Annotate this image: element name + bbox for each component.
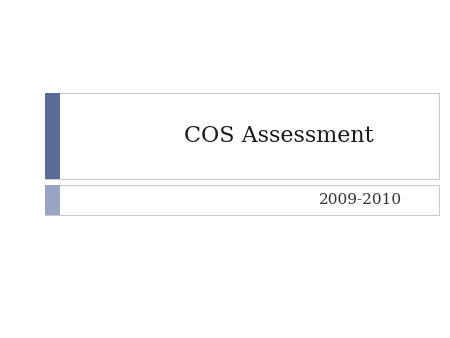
Text: 2009-2010: 2009-2010	[319, 193, 401, 207]
Bar	[45, 185, 60, 215]
Text: COS Assessment: COS Assessment	[184, 125, 374, 147]
Bar	[45, 185, 439, 215]
Bar	[45, 93, 439, 179]
Bar	[45, 93, 60, 179]
